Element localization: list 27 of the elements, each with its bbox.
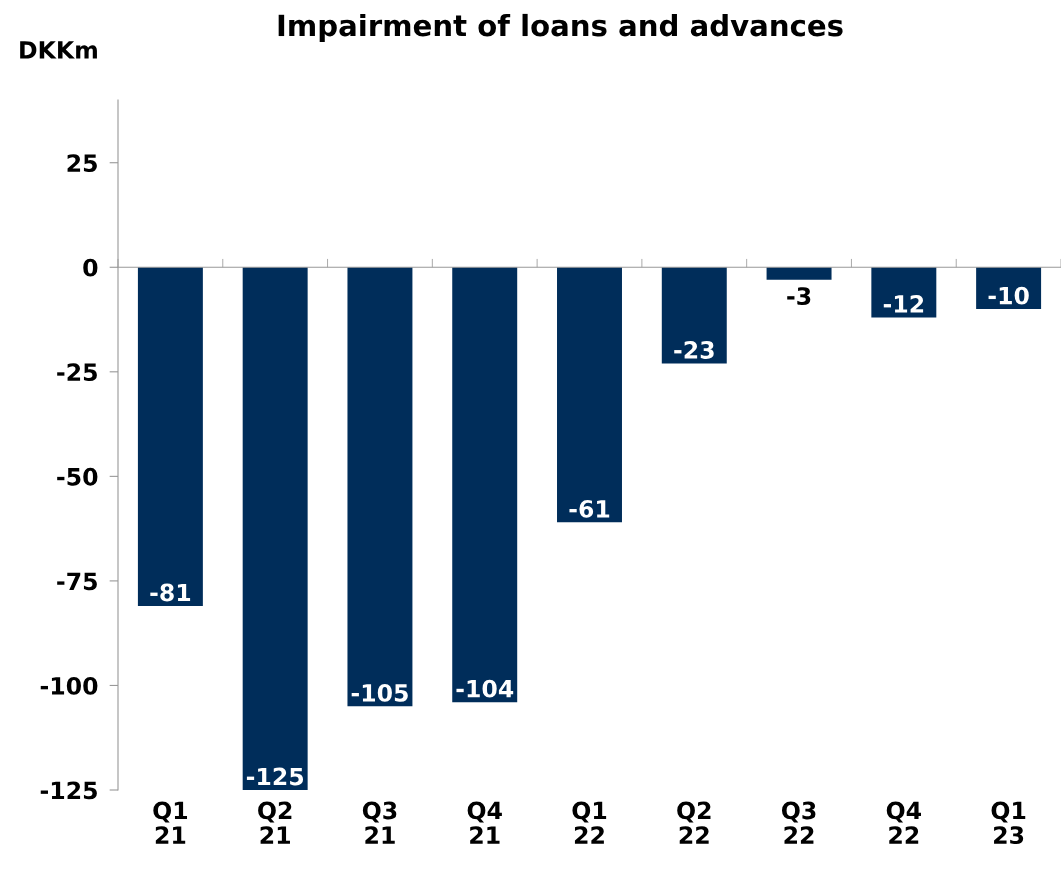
- y-tick-label: -50: [57, 467, 98, 486]
- data-label: -23: [674, 341, 714, 359]
- x-tick-label: Q3 22: [781, 801, 816, 844]
- data-label: -125: [246, 767, 304, 786]
- data-label: -81: [150, 583, 191, 602]
- data-label: -3: [787, 287, 811, 305]
- data-label: -61: [569, 499, 610, 518]
- data-label: -10: [988, 286, 1029, 305]
- chart-title: Impairment of loans and advances: [278, 13, 843, 43]
- data-label: -104: [456, 679, 514, 698]
- y-tick-label: -25: [57, 363, 97, 382]
- y-tick-label: 0: [83, 258, 98, 277]
- data-label: -105: [351, 683, 408, 702]
- x-tick-label: Q3 21: [362, 801, 397, 844]
- x-tick-label: Q2 21: [258, 801, 292, 844]
- x-tick-label: Q4 21: [467, 801, 502, 844]
- x-tick-label: Q2 22: [677, 801, 711, 844]
- x-tick-label: Q1 23: [991, 801, 1026, 845]
- x-tick-label: Q4 22: [886, 801, 921, 844]
- x-tick-label: Q1 22: [572, 801, 607, 844]
- y-tick-label: -75: [57, 572, 97, 591]
- data-label: -12: [883, 295, 924, 313]
- y-axis-title: DKKm: [20, 41, 97, 59]
- y-tick-label: -125: [40, 781, 97, 800]
- y-tick-label: 25: [67, 154, 97, 173]
- x-tick-label: Q1 21: [153, 801, 188, 844]
- y-tick-label: -100: [40, 676, 98, 695]
